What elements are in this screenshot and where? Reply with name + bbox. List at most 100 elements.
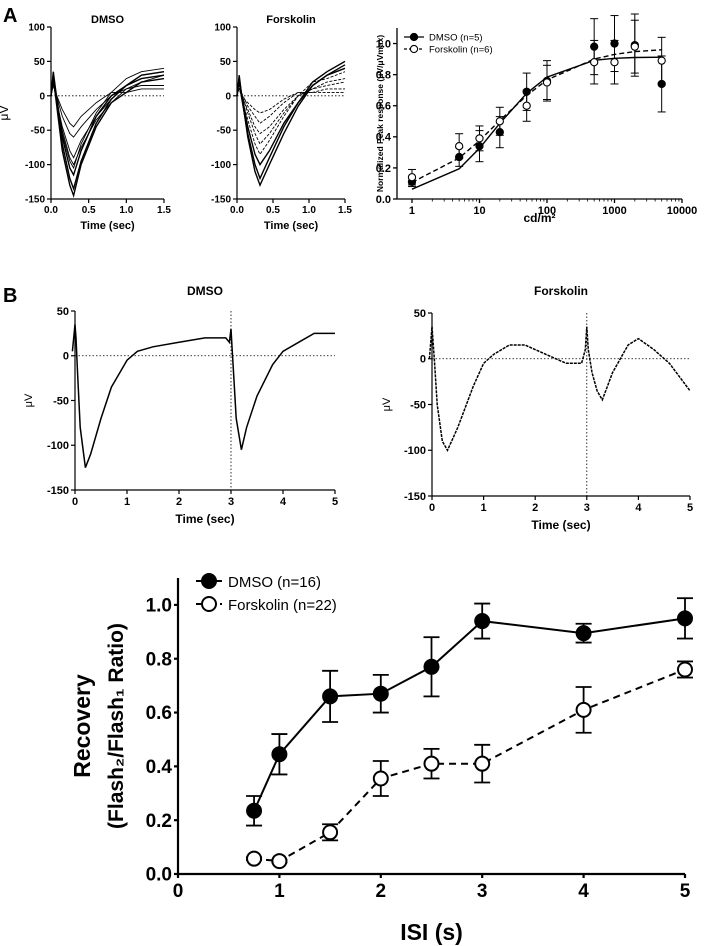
x-axis-label: Time (sec) (531, 518, 590, 532)
x-axis-label: Time (sec) (175, 512, 234, 526)
x-tick-label: 0 (173, 881, 184, 902)
x-tick-label: 2 (532, 502, 538, 514)
legend-marker (409, 44, 419, 54)
y-tick-label: 0.6 (146, 703, 172, 724)
x-tick-label: 1.0 (302, 205, 316, 216)
y-tick-label: -100 (25, 160, 45, 171)
y-tick-label: 1.0 (146, 596, 172, 617)
y-tick-label: -100 (47, 440, 69, 452)
y-tick-label: 100 (28, 23, 45, 34)
y-tick-label: 0.0 (146, 865, 172, 886)
y-tick-label: -150 (47, 485, 69, 497)
dmso-point (575, 625, 592, 642)
legend-label: Forskolin (n=6) (429, 45, 493, 56)
y-axis-label: Recovery (69, 674, 95, 778)
x-tick-label: 1 (481, 502, 487, 514)
y-tick-label: 1.0 (376, 38, 391, 50)
y-tick-label: 100 (214, 23, 231, 34)
erg-trace (428, 326, 691, 452)
y-tick-label: -150 (404, 491, 426, 503)
y-tick-label: -150 (25, 195, 45, 206)
x-tick-label: 4 (578, 881, 589, 902)
forskolin-point (630, 42, 639, 51)
panel-label-b: B (3, 285, 17, 307)
x-tick-label: 1 (124, 496, 130, 508)
dmso-point (322, 688, 339, 705)
dmso-point (423, 658, 440, 675)
x-tick-label: 4 (280, 496, 287, 508)
x-tick-label: 10000 (667, 205, 698, 217)
x-tick-label: 0.0 (44, 205, 58, 216)
erg-trace (236, 71, 346, 156)
x-axis-label: Time (sec) (264, 220, 319, 232)
y-tick-label: 0 (225, 91, 231, 102)
y-tick-label: 50 (414, 308, 426, 320)
x-tick-label: 100 (538, 205, 556, 217)
forskolin-point (423, 755, 440, 772)
y-tick-label: -100 (404, 445, 426, 457)
y-tick-label: 0.2 (146, 811, 172, 832)
dmso-line (253, 617, 686, 812)
x-tick-label: 10 (473, 205, 485, 217)
dmso-point (271, 746, 288, 763)
y-tick-label: 0.0 (376, 194, 391, 206)
x-tick-label: 3 (584, 502, 590, 514)
forskolin-point (372, 770, 389, 787)
forskolin-line (254, 668, 686, 863)
x-tick-label: 0 (72, 496, 78, 508)
forskolin-point (407, 173, 417, 182)
y-tick-label: -50 (410, 399, 426, 411)
dmso-point (677, 610, 693, 627)
x-tick-label: 4 (635, 502, 642, 514)
y-axis-label-line2: (Flash₂/Flash₁ Ratio) (105, 623, 128, 829)
x-tick-label: 3 (228, 496, 234, 508)
y-tick-label: -150 (211, 195, 231, 206)
y-axis-label: Normalized Peak response (μV/μVmax) (375, 35, 385, 192)
erg-trace (236, 67, 346, 166)
forskolin-point (590, 58, 599, 67)
erg-trace (71, 324, 335, 468)
forskolin-point (495, 117, 504, 126)
erg-trace (50, 71, 165, 159)
y-axis-label: μV (23, 393, 35, 407)
x-tick-label: 0.0 (230, 205, 244, 216)
x-tick-label: 0.5 (266, 205, 280, 216)
y-tick-label: 0.2 (376, 163, 391, 175)
erg-trace (50, 83, 164, 128)
erg-trace (236, 64, 346, 188)
forskolin-point (522, 101, 531, 110)
y-tick-label: 0.4 (146, 757, 173, 778)
forskolin-point (455, 141, 464, 151)
x-tick-label: 0.5 (82, 205, 96, 216)
dmso-point (372, 685, 389, 702)
dmso-point (246, 802, 263, 819)
legend-label: Forskolin (n=22) (228, 597, 337, 614)
x-tick-label: 5 (680, 881, 691, 902)
x-tick-label: 0 (429, 502, 435, 514)
legend-label: DMSO (n=16) (228, 574, 321, 591)
erg-trace (50, 67, 165, 170)
y-axis-label: μV (381, 397, 393, 411)
forskolin-point (575, 701, 592, 718)
chart-a-intensity-response: 0.0 0.2 0.4 0.6 0.8 1.0 1 10 100 1000 10000 cd/m² No… (375, 13, 698, 225)
y-tick-label: 0 (63, 351, 69, 363)
x-tick-label: 1 (274, 881, 285, 902)
chart-title: Forskolin (534, 284, 588, 298)
forskolin-point (246, 850, 263, 867)
legend-marker (201, 573, 217, 589)
chart-title: Forskolin (266, 14, 316, 26)
chart-title: DMSO (187, 284, 223, 298)
panel-label-a: A (3, 5, 17, 27)
x-tick-label: 1.0 (119, 205, 133, 216)
y-tick-label: 0 (39, 91, 45, 102)
legend-label: DMSO (n=5) (429, 33, 483, 44)
x-axis-label: ISI (s) (400, 919, 463, 945)
forskolin-point (271, 853, 288, 870)
forskolin-point (657, 56, 666, 65)
x-tick-label: 1 (409, 205, 415, 217)
